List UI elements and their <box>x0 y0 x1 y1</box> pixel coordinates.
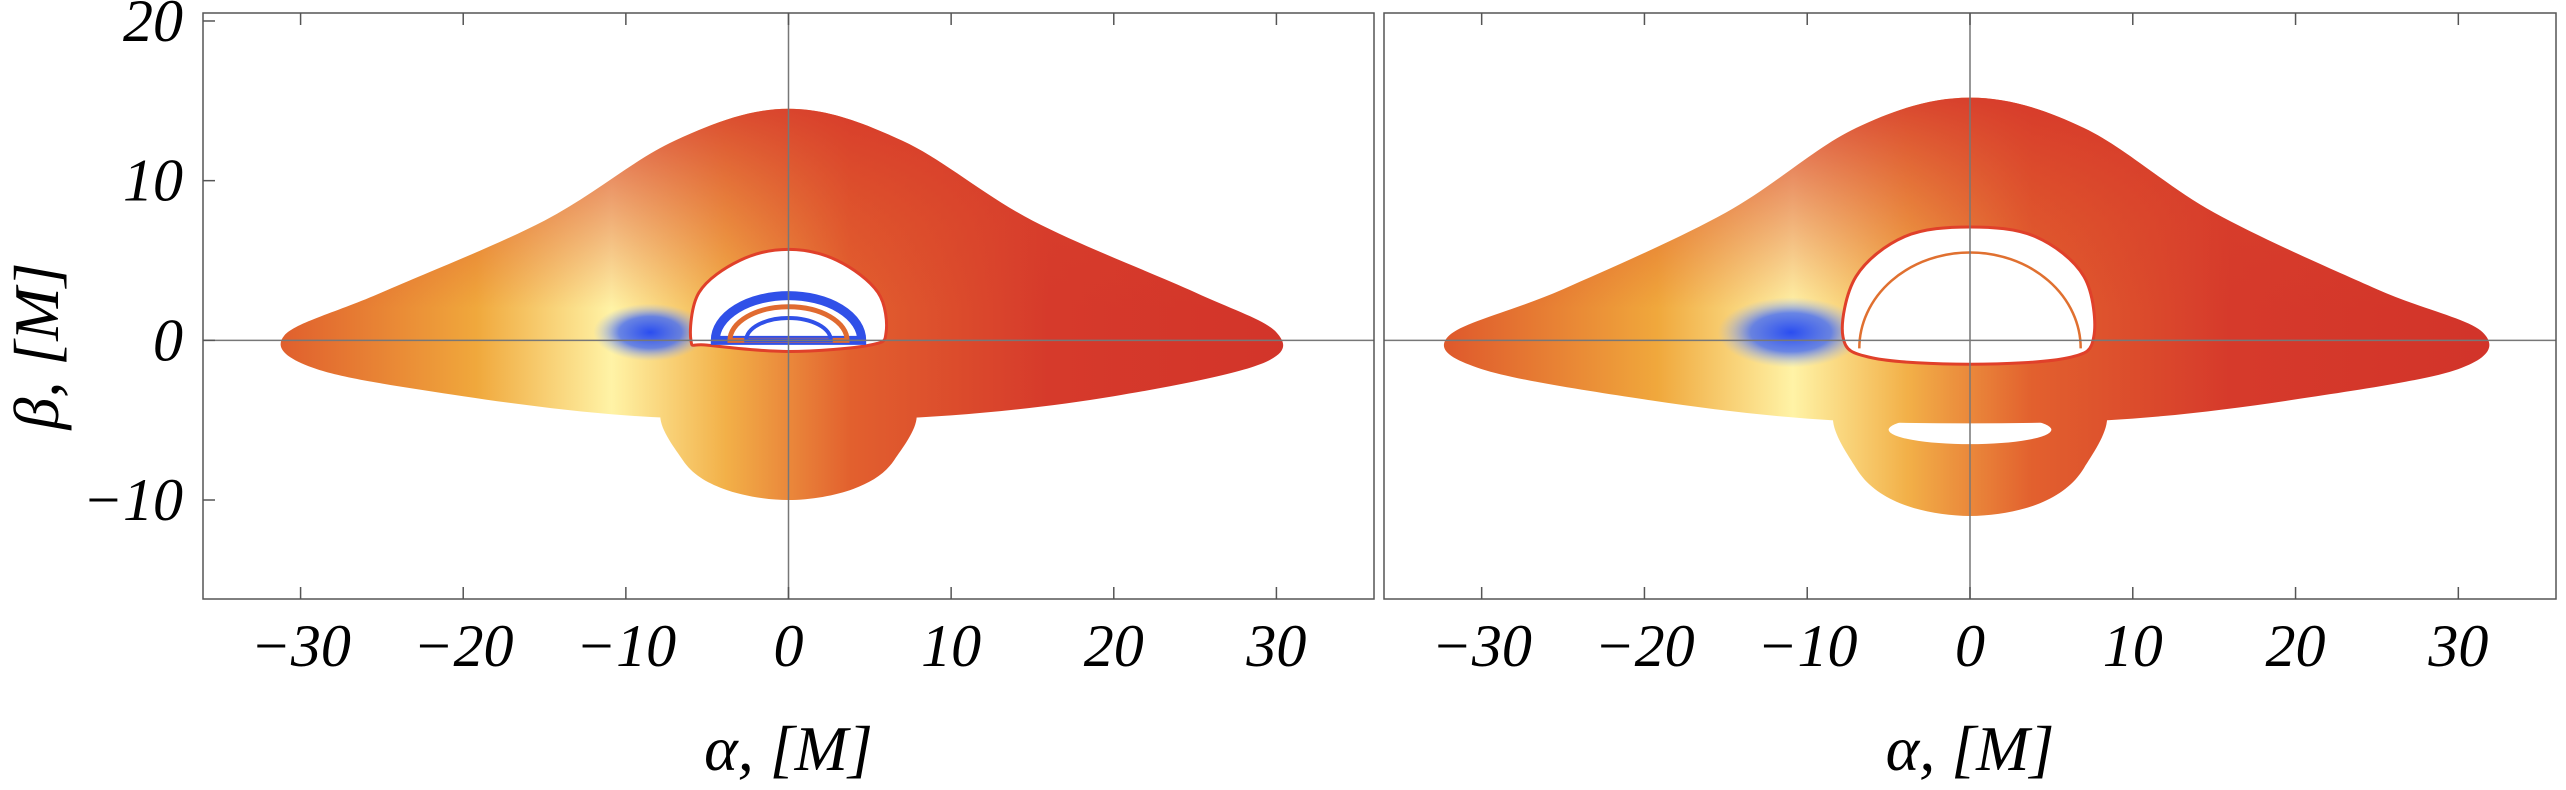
y-axis-label: β, [M] <box>1 263 72 432</box>
x-tick-label: 20 <box>2266 613 2326 679</box>
x-tick-label: −20 <box>1594 613 1695 679</box>
x-tick-label: −10 <box>576 613 677 679</box>
x-tick-label: −20 <box>413 613 514 679</box>
blueshift-region <box>1717 297 1865 368</box>
y-tick-label: 10 <box>123 148 183 214</box>
photon-ring <box>744 316 833 343</box>
x-tick-label: 0 <box>774 613 804 679</box>
x-axis-label: α, [M] <box>704 713 873 784</box>
shadow <box>1840 225 2097 366</box>
x-tick-label: −30 <box>250 613 351 679</box>
x-tick-label: 20 <box>1084 613 1144 679</box>
x-tick-label: 30 <box>2427 613 2488 679</box>
x-tick-label: 10 <box>2103 613 2163 679</box>
plot-area <box>1443 97 2490 516</box>
y-tick-label: 20 <box>123 0 183 54</box>
x-axis-label: α, [M] <box>1886 713 2055 784</box>
x-tick-label: 10 <box>921 613 981 679</box>
x-tick-label: −10 <box>1757 613 1858 679</box>
x-tick-label: 0 <box>1955 613 1985 679</box>
x-tick-label: −30 <box>1431 613 1532 679</box>
blueshift-region <box>593 303 708 362</box>
y-tick-label: 0 <box>153 307 183 373</box>
photon-ring <box>727 304 850 343</box>
plot-area <box>280 108 1284 501</box>
photon-ring <box>710 291 867 345</box>
x-tick-label: 30 <box>1245 613 1306 679</box>
y-tick-label: −10 <box>83 467 184 533</box>
